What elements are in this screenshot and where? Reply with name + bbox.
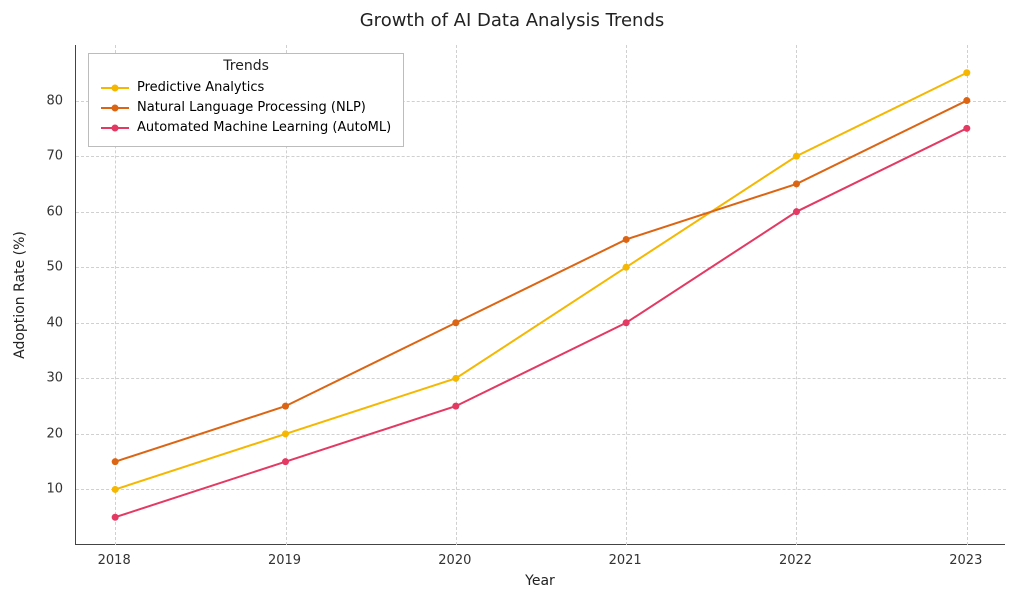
y-tick-label: 80 xyxy=(46,93,63,108)
series-marker xyxy=(112,514,119,521)
series-marker xyxy=(963,97,970,104)
x-tick-label: 2018 xyxy=(98,553,131,568)
series-marker xyxy=(112,486,119,493)
series-marker xyxy=(112,458,119,465)
legend-box: Trends Predictive AnalyticsNatural Langu… xyxy=(88,53,404,147)
series-marker xyxy=(282,403,289,410)
legend-item: Predictive Analytics xyxy=(101,78,391,98)
y-axis-label: Adoption Rate (%) xyxy=(12,231,28,359)
series-marker xyxy=(452,403,459,410)
series-marker xyxy=(282,430,289,437)
y-tick-label: 30 xyxy=(46,371,63,386)
legend-label: Automated Machine Learning (AutoML) xyxy=(137,118,391,138)
legend-label: Predictive Analytics xyxy=(137,78,264,98)
series-marker xyxy=(623,264,630,271)
x-axis-label: Year xyxy=(75,573,1005,589)
y-tick-label: 50 xyxy=(46,260,63,275)
series-line xyxy=(115,101,967,462)
series-marker xyxy=(963,125,970,132)
y-tick-label: 10 xyxy=(46,482,63,497)
x-tick-label: 2021 xyxy=(609,553,642,568)
series-marker xyxy=(452,319,459,326)
series-marker xyxy=(793,153,800,160)
series-marker xyxy=(282,458,289,465)
y-tick-label: 60 xyxy=(46,204,63,219)
x-tick-label: 2022 xyxy=(779,553,812,568)
series-marker xyxy=(623,236,630,243)
y-tick-label: 70 xyxy=(46,149,63,164)
legend-item: Natural Language Processing (NLP) xyxy=(101,98,391,118)
plot-area: Trends Predictive AnalyticsNatural Langu… xyxy=(75,45,1005,545)
series-marker xyxy=(623,319,630,326)
x-tick-label: 2020 xyxy=(438,553,471,568)
y-tick-label: 20 xyxy=(46,426,63,441)
series-marker xyxy=(452,375,459,382)
series-marker xyxy=(793,180,800,187)
series-marker xyxy=(793,208,800,215)
x-tick-label: 2023 xyxy=(949,553,982,568)
y-tick-label: 40 xyxy=(46,315,63,330)
legend-swatch xyxy=(101,122,129,134)
chart-title: Growth of AI Data Analysis Trends xyxy=(0,10,1024,31)
legend-swatch xyxy=(101,82,129,94)
plot-container: Trends Predictive AnalyticsNatural Langu… xyxy=(75,45,1005,545)
legend-title: Trends xyxy=(101,58,391,74)
legend-label: Natural Language Processing (NLP) xyxy=(137,98,366,118)
series-marker xyxy=(963,69,970,76)
legend-swatch xyxy=(101,102,129,114)
legend-item: Automated Machine Learning (AutoML) xyxy=(101,118,391,138)
x-tick-label: 2019 xyxy=(268,553,301,568)
